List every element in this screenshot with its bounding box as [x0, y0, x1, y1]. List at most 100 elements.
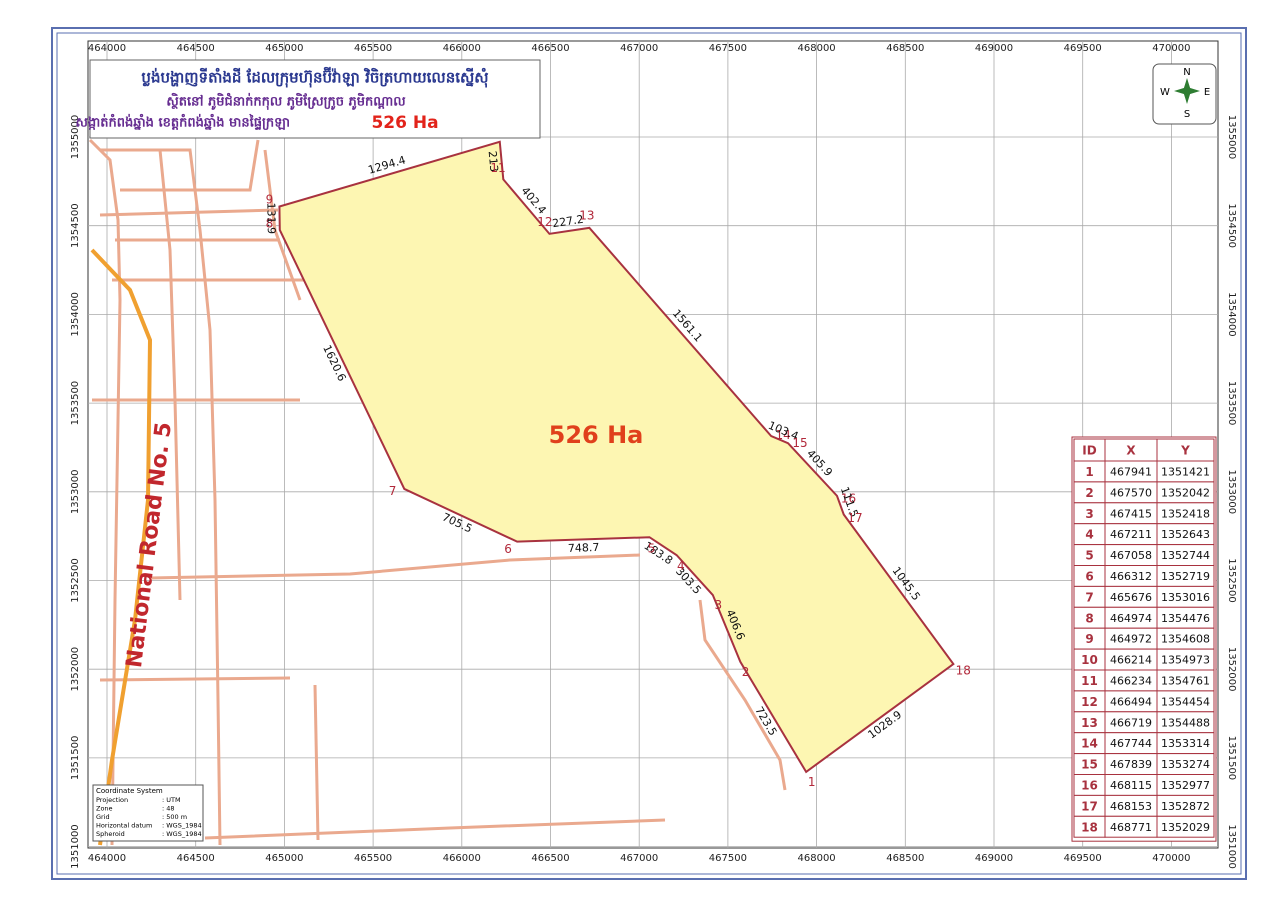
x-tick-label: 465500: [354, 853, 392, 864]
table-value: 1352872: [1161, 800, 1210, 813]
table-value: 1354973: [1161, 654, 1210, 667]
compass-needle: [1174, 87, 1200, 95]
x-tick-label: 470000: [1152, 43, 1190, 54]
table-header: ID: [1082, 444, 1096, 458]
y-tick-label: 1355000: [70, 115, 81, 160]
table-value: 467839: [1110, 758, 1152, 771]
table-value: 1352977: [1161, 779, 1210, 792]
coordinate-system-key: Horizontal datum: [96, 822, 152, 830]
title-area: 526 Ha: [371, 113, 438, 133]
vertex-label: 13: [579, 209, 594, 223]
x-tick-label: 468500: [886, 853, 924, 864]
roads: [88, 138, 787, 846]
y-tick-label: 1353000: [1226, 470, 1237, 515]
table-value: 8: [1085, 611, 1093, 625]
vertex-label: 14: [776, 428, 791, 442]
y-tick-label: 1351000: [1226, 824, 1237, 869]
table-value: 17: [1081, 799, 1098, 813]
table-value: 468771: [1110, 821, 1152, 834]
table-value: 1352744: [1161, 549, 1210, 562]
x-tick-label: 467000: [620, 853, 658, 864]
coordinate-system-box: [92, 784, 204, 842]
table-value: 1: [1085, 465, 1093, 479]
table-value: 16: [1081, 778, 1098, 792]
y-tick-label: 1353500: [70, 381, 81, 426]
x-tick-label: 468500: [886, 43, 924, 54]
table-value: 15: [1081, 758, 1098, 772]
x-tick-label: 465500: [354, 43, 392, 54]
coordinate-system-key: Zone: [96, 805, 113, 813]
compass-letter: N: [1183, 67, 1190, 78]
coordinate-system-value: : WGS_1984: [162, 830, 202, 838]
land-parcel: [278, 140, 955, 774]
table-value: 7: [1085, 590, 1093, 604]
table-value: 1352719: [1161, 570, 1210, 583]
table-value: 1351421: [1161, 465, 1210, 478]
road: [88, 138, 122, 846]
x-tick-label: 467000: [620, 43, 658, 54]
table-value: 466234: [1110, 674, 1152, 687]
x-tick-label: 469500: [1064, 43, 1102, 54]
y-tick-label: 1354000: [1226, 292, 1237, 337]
table-header: Y: [1180, 444, 1190, 458]
table-value: 12: [1081, 695, 1098, 709]
x-tick-label: 465000: [265, 853, 303, 864]
y-tick-label: 1351000: [70, 824, 81, 869]
table-header: X: [1126, 444, 1136, 458]
outer-frame: [51, 27, 1247, 880]
table-value: 466494: [1110, 695, 1152, 708]
y-tick-label: 1353000: [70, 470, 81, 515]
coordinate-system-key: Grid: [96, 813, 110, 821]
vertex-label: 9: [266, 192, 274, 206]
road: [263, 149, 302, 301]
road: [313, 684, 320, 841]
table-value: 1352029: [1161, 821, 1210, 834]
vertex-label: 7: [389, 484, 397, 498]
x-tick-label: 468000: [798, 43, 836, 54]
table-value: 11: [1081, 674, 1098, 688]
vertex-label: 2: [742, 665, 750, 679]
y-tick-label: 1351500: [1226, 736, 1237, 781]
area-label: 526 Ha: [549, 421, 644, 449]
vertex-label: 4: [677, 559, 685, 573]
x-tick-label: 464500: [177, 43, 215, 54]
x-tick-label: 467500: [709, 43, 747, 54]
road: [100, 148, 222, 846]
table-value: 18: [1081, 820, 1098, 834]
vertex-label: 11: [490, 161, 505, 175]
y-tick-label: 1352500: [70, 558, 81, 603]
vertex-label: 17: [847, 511, 862, 525]
x-tick-label: 469000: [975, 43, 1013, 54]
table-value: 1353274: [1161, 758, 1210, 771]
coordinate-system-value: : UTM: [162, 796, 181, 804]
table-value: 467941: [1110, 465, 1152, 478]
table-value: 4: [1085, 528, 1093, 542]
table-value: 6: [1085, 569, 1093, 583]
table-value: 14: [1081, 737, 1098, 751]
coordinate-system-value: : 48: [162, 805, 175, 813]
table-value: 13: [1081, 716, 1098, 730]
table-value: 1352643: [1161, 528, 1210, 541]
compass-letter: W: [1160, 87, 1170, 98]
y-tick-label: 1354000: [70, 292, 81, 337]
y-tick-label: 1354500: [70, 203, 81, 248]
vertex-label: 12: [537, 215, 552, 229]
vertex-label: 1: [808, 775, 816, 789]
road: [149, 553, 641, 580]
edge-length: 227.2: [551, 213, 584, 231]
table-value: 1354761: [1161, 674, 1210, 687]
national-road: [90, 248, 153, 846]
table-value: 1354488: [1161, 716, 1210, 729]
y-tick-label: 1352000: [1226, 647, 1237, 692]
table-value: 465676: [1110, 591, 1152, 604]
inner-frame: [56, 32, 1242, 875]
table-value: 466312: [1110, 570, 1152, 583]
x-tick-label: 466500: [531, 853, 569, 864]
table-value: 464972: [1110, 633, 1152, 646]
table-value: 464974: [1110, 612, 1152, 625]
x-tick-label: 469500: [1064, 853, 1102, 864]
